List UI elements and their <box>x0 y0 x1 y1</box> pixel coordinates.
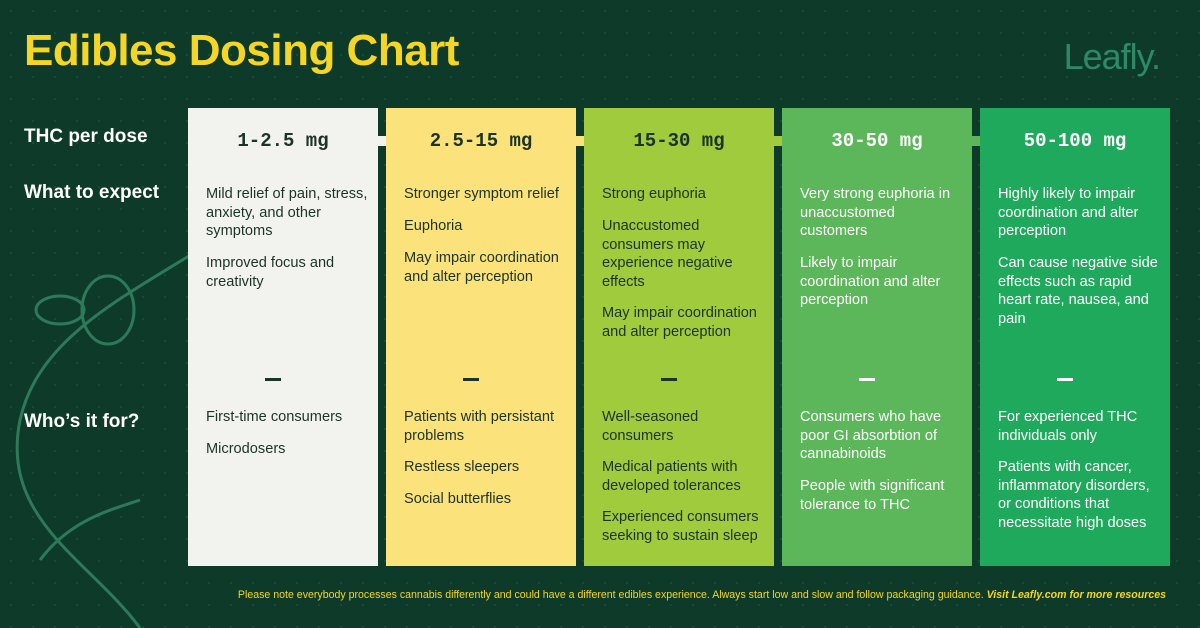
separator <box>1057 378 1073 381</box>
expect-item: May impair coordination and alter percep… <box>602 305 757 340</box>
audience-item: Restless sleepers <box>404 459 520 475</box>
expect-item: Highly likely to impair coordination and… <box>998 186 1139 239</box>
dose-label: 2.5-15 mg <box>429 130 533 152</box>
row-label: Who’s it for? <box>24 411 140 432</box>
dose-column: 30-50 mg Very strong euphoria in unaccust… <box>782 108 972 566</box>
audience-item: Patients with persistant problems <box>404 409 555 444</box>
expect-item: Strong euphoria <box>602 186 706 202</box>
dose-label: 30-50 mg <box>831 130 923 152</box>
audience-item: For experienced THC individuals only <box>998 409 1138 444</box>
separator <box>463 378 479 381</box>
dose-column: 50-100 mg Highly likely to impair coordin… <box>980 108 1170 566</box>
expect-item: Stronger symptom relief <box>404 186 559 202</box>
expect-item: Unaccustomed consumers may experience ne… <box>602 218 733 290</box>
audience-item: First-time consumers <box>206 409 343 425</box>
audience-item: Consumers who have poor GI absorbtion of… <box>800 409 942 462</box>
footer-link: Visit Leafly.com for more resources <box>986 589 1166 601</box>
audience-item: Microdosers <box>206 441 286 457</box>
expect-item: Euphoria <box>404 218 463 234</box>
expect-item: Likely to impair coordination and alter … <box>800 255 941 308</box>
audience-item: Social butterflies <box>404 491 512 507</box>
audience-item: Patients with cancer, inflammatory disor… <box>998 459 1150 531</box>
separator <box>661 378 677 381</box>
audience-item: Well-seasoned consumers <box>602 409 699 444</box>
separator <box>265 378 281 381</box>
brand-logo: Leafly. <box>1063 36 1161 77</box>
dose-label: 1-2.5 mg <box>237 130 329 152</box>
dose-column: 1-2.5 mg Mild relief of pain, stress, anx… <box>188 108 378 566</box>
expect-item: Mild relief of pain, stress, anxiety, an… <box>206 186 368 239</box>
separator <box>859 378 875 381</box>
expect-item: Improved focus and creativity <box>206 255 335 290</box>
expect-item: Can cause negative side effects such as … <box>998 255 1158 327</box>
expect-item: Very strong euphoria in unaccustomed cus… <box>800 186 951 239</box>
expect-item: May impair coordination and alter percep… <box>404 250 559 285</box>
dose-column: 15-30 mg Strong euphoria Unaccustomed cons… <box>584 108 774 566</box>
dose-label: 50-100 mg <box>1023 130 1127 152</box>
title: Edibles Dosing Chart <box>24 26 459 75</box>
dose-label: 15-30 mg <box>633 130 725 152</box>
audience-item: People with significant tolerance to THC <box>800 478 945 513</box>
audience-item: Medical patients with developed toleranc… <box>602 459 741 494</box>
row-label: THC per dose <box>24 126 148 147</box>
footer-note: Please note everybody processes cannabis… <box>237 589 984 601</box>
audience-item: Experienced consumers seeking to sustain… <box>602 509 759 544</box>
footer: Please note everybody processes cannabis… <box>0 589 1166 601</box>
dose-column: 2.5-15 mg Stronger symptom relief Euphoria… <box>386 108 576 566</box>
row-label: What to expect <box>24 182 160 203</box>
decoration <box>15 247 200 628</box>
